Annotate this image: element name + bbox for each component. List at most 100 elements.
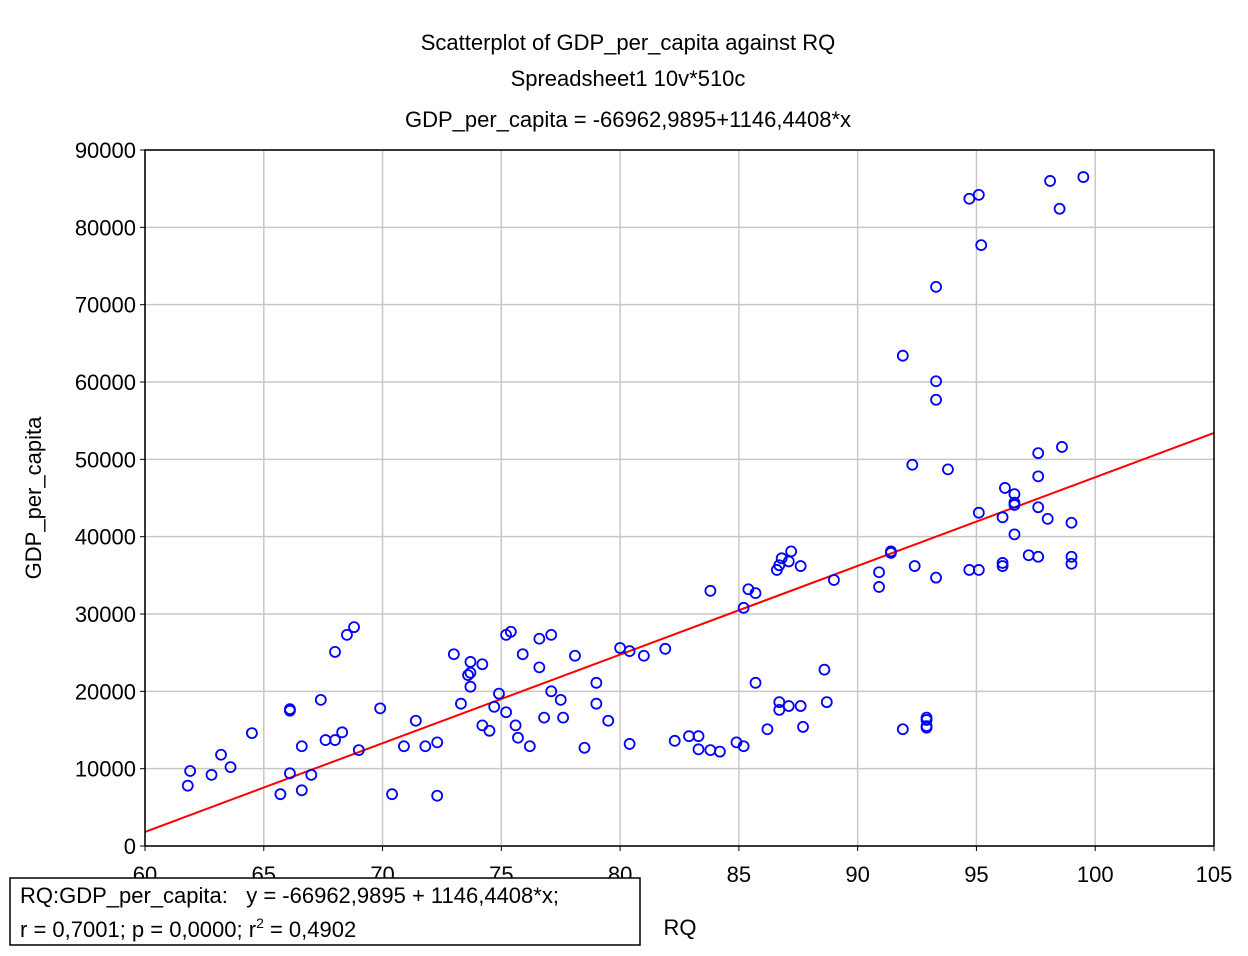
point xyxy=(1032,470,1045,483)
point xyxy=(1077,171,1090,183)
x-tick-label: 95 xyxy=(964,862,988,887)
point xyxy=(713,745,726,758)
point xyxy=(295,784,308,797)
point xyxy=(329,734,341,746)
point xyxy=(184,765,197,777)
y-tick-label: 80000 xyxy=(75,215,136,240)
stats-r2: = 0,4902 xyxy=(264,917,356,942)
point xyxy=(896,349,909,362)
point xyxy=(749,676,762,689)
point xyxy=(1008,528,1021,541)
chart-equation: GDP_per_capita = -66962,9895+1146,4408*x xyxy=(405,107,851,132)
x-tick-label: 100 xyxy=(1077,862,1114,887)
point xyxy=(245,727,258,739)
x-tick-label: 90 xyxy=(845,862,869,887)
point xyxy=(516,648,529,661)
point xyxy=(348,621,360,634)
point xyxy=(509,719,522,732)
point xyxy=(224,761,237,774)
point xyxy=(749,587,762,600)
point xyxy=(569,649,581,662)
point xyxy=(930,280,942,293)
point xyxy=(692,743,705,756)
point xyxy=(533,661,546,674)
x-tick-label: 105 xyxy=(1196,862,1233,887)
point xyxy=(873,566,885,579)
stats-superscript: 2 xyxy=(256,915,264,931)
point xyxy=(942,463,954,476)
point xyxy=(523,740,536,753)
point xyxy=(386,788,398,801)
point xyxy=(896,723,909,736)
point xyxy=(820,696,833,709)
point xyxy=(314,693,327,706)
point xyxy=(215,748,227,761)
point xyxy=(773,703,786,716)
point xyxy=(704,584,717,597)
point xyxy=(329,645,341,658)
point xyxy=(782,700,795,712)
x-tick-label: 85 xyxy=(727,862,751,887)
point xyxy=(668,734,681,747)
point xyxy=(1053,202,1066,215)
y-tick-label: 30000 xyxy=(75,602,136,627)
point xyxy=(885,547,897,559)
point xyxy=(828,574,840,586)
point xyxy=(352,744,365,757)
point xyxy=(996,560,1009,572)
point xyxy=(295,740,308,753)
point xyxy=(431,789,444,802)
point xyxy=(374,702,387,715)
point xyxy=(794,700,807,712)
point xyxy=(963,192,976,205)
point xyxy=(775,552,788,565)
y-axis-label: GDP_per_capita xyxy=(21,416,46,579)
y-tick-label: 90000 xyxy=(75,138,136,163)
point xyxy=(557,711,569,724)
point xyxy=(578,741,591,754)
point xyxy=(1032,501,1045,514)
point xyxy=(659,642,672,655)
point xyxy=(512,731,524,744)
point xyxy=(1056,441,1068,453)
point xyxy=(908,560,921,572)
point xyxy=(464,680,477,693)
x-axis-label: RQ xyxy=(664,915,697,940)
point xyxy=(785,545,798,558)
y-tick-label: 20000 xyxy=(75,679,136,704)
point xyxy=(476,658,489,671)
point xyxy=(794,560,807,572)
y-tick-label: 60000 xyxy=(75,370,136,395)
point xyxy=(1041,512,1054,525)
stats-line: r = 0,7001; p = 0,0000; r2 = 0,4902 xyxy=(20,915,356,942)
point xyxy=(1032,447,1045,460)
point xyxy=(504,625,517,638)
point xyxy=(545,685,558,698)
point xyxy=(284,767,296,780)
point xyxy=(773,696,786,709)
point xyxy=(1044,175,1056,187)
point xyxy=(930,571,942,584)
stats-box xyxy=(9,877,641,946)
point xyxy=(818,663,831,676)
point xyxy=(493,687,505,700)
point xyxy=(538,711,550,724)
point xyxy=(1032,550,1045,563)
y-tick-label: 0 xyxy=(124,834,136,859)
point xyxy=(500,706,512,719)
point xyxy=(1008,499,1021,511)
point xyxy=(602,714,615,727)
point xyxy=(447,648,460,661)
point xyxy=(284,704,296,717)
point xyxy=(999,482,1011,494)
point xyxy=(737,601,750,614)
point xyxy=(930,393,942,406)
point xyxy=(409,714,422,727)
point xyxy=(930,375,942,388)
point xyxy=(761,723,774,736)
point xyxy=(398,740,410,753)
point xyxy=(419,740,432,753)
point xyxy=(797,721,809,733)
point xyxy=(920,714,933,726)
